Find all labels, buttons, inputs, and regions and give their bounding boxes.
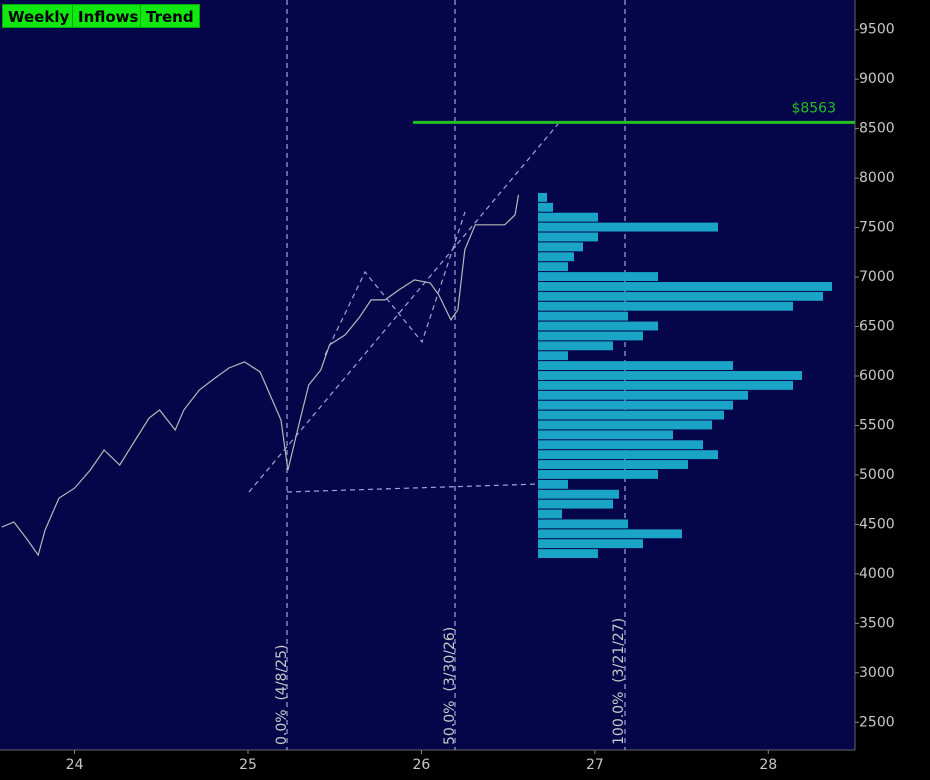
volume-bar [538,410,724,420]
y-tick-label: 8000 [859,170,895,186]
volume-bar [538,272,658,281]
wave-line [324,211,466,356]
price-line [1,194,520,557]
volume-bar [538,222,718,232]
y-tick-label: 2500 [859,714,895,730]
volume-bar [538,212,598,222]
volume-bar [538,242,583,252]
inflows-button[interactable]: Inflows [72,4,145,28]
y-tick-label: 7000 [859,269,895,285]
volume-bar [538,281,832,291]
volume-bar [538,380,793,390]
volume-bar [538,331,643,341]
marker-label: 100.0% (3/21/27) [611,618,627,745]
volume-bar [538,321,658,331]
volume-bar [538,202,553,212]
data-layer: $8563 [1,100,855,559]
volume-bar [538,469,658,479]
y-tick-label: 4500 [859,516,895,532]
trend-line [286,483,541,493]
y-tick-label: 3000 [859,665,895,681]
volume-bar [538,479,568,489]
y-tick-label: 8500 [859,121,895,137]
volume-bar [538,252,574,262]
volume-bar [538,390,748,400]
volume-bar [538,301,793,311]
trend-line [248,123,559,493]
volume-bar [538,291,823,301]
y-tick-label: 5500 [859,417,895,433]
x-tick-label: 27 [586,757,604,773]
volume-bar [538,341,613,351]
y-tick-label: 3500 [859,615,895,631]
volume-bar [538,519,628,529]
marker-label: 0.0% (4/8/25) [274,645,290,745]
price-level-label: $8563 [791,100,836,116]
volume-bar [538,351,568,361]
volume-bar [538,262,568,272]
y-tick-label: 6500 [859,319,895,335]
volume-bar [538,489,619,499]
volume-bar [538,440,703,450]
y-tick-label: 6000 [859,368,895,384]
volume-bar [538,549,598,559]
volume-bar [538,529,682,539]
x-tick-label: 24 [66,757,84,773]
volume-bar [538,499,613,509]
volume-bar [538,311,628,321]
volume-bar [538,539,643,549]
volume-bar [538,430,673,440]
trend-button[interactable]: Trend [140,4,200,28]
x-tick-label: 26 [413,757,431,773]
volume-bar [538,192,547,202]
y-tick-label: 5000 [859,467,895,483]
volume-bar [538,509,562,519]
volume-bar [538,420,712,430]
volume-bar [538,400,733,410]
y-tick-label: 4000 [859,566,895,582]
x-tick-label: 28 [759,757,777,773]
volume-bar [538,460,688,469]
volume-bar [538,450,718,460]
weekly-button[interactable]: Weekly [2,4,76,28]
volume-bar [538,232,598,242]
volume-bar [538,361,733,371]
y-tick-label: 9500 [859,22,895,38]
y-tick-label: 7500 [859,220,895,236]
volume-bar [538,371,802,380]
y-tick-label: 9000 [859,71,895,87]
marker-label: 50.0% (3/30/26) [442,627,458,745]
x-tick-label: 25 [239,757,257,773]
